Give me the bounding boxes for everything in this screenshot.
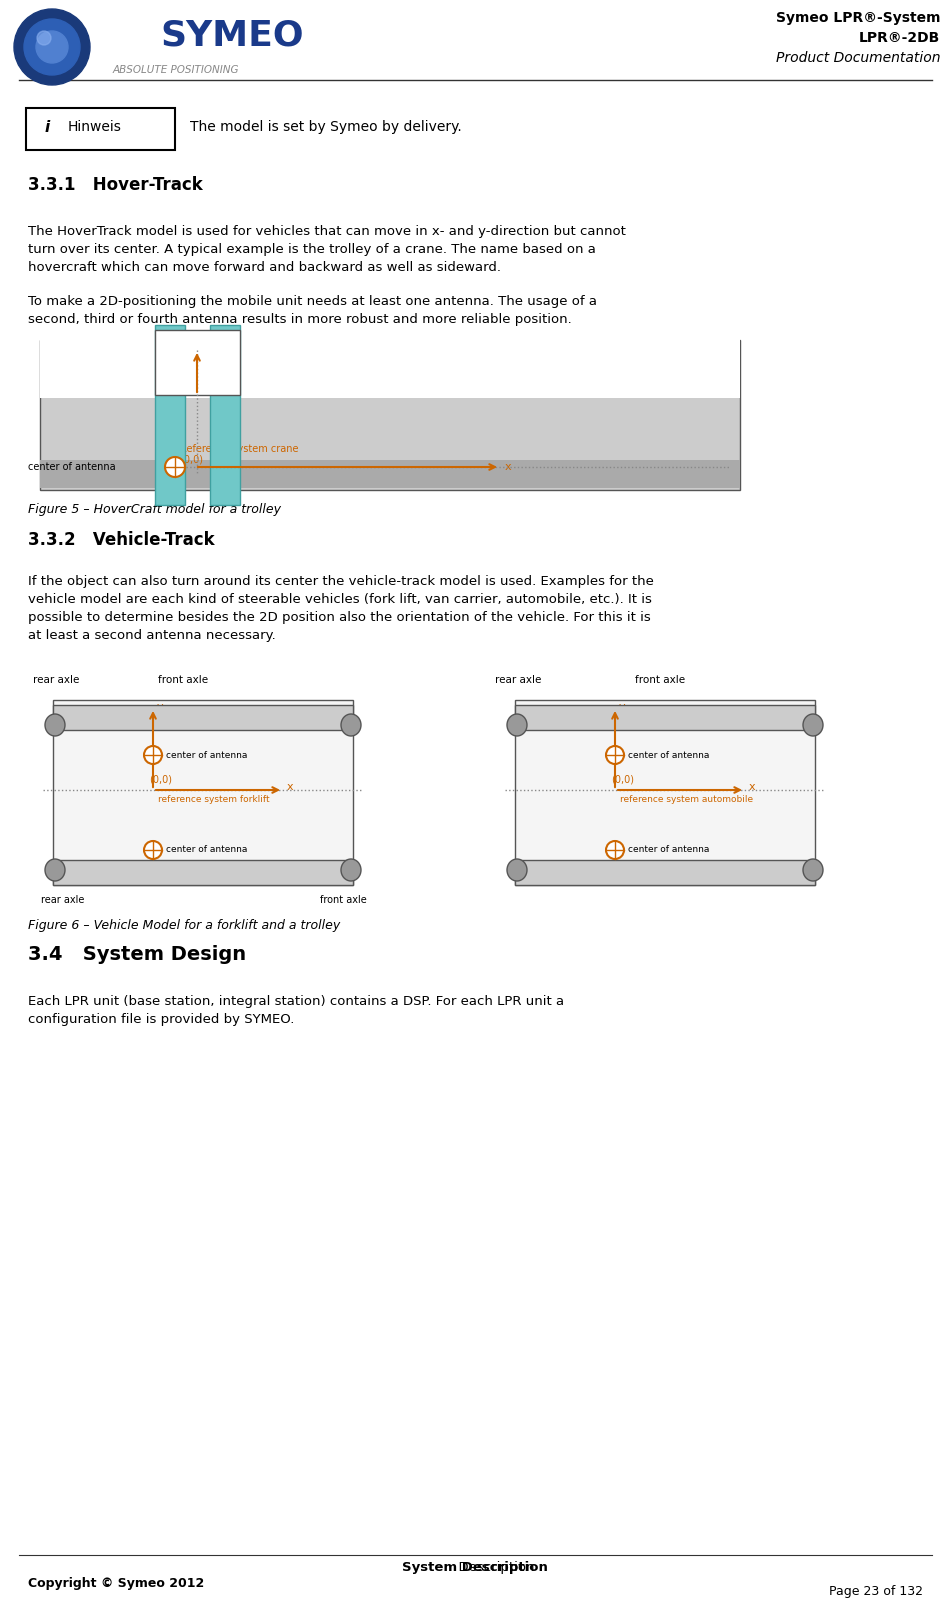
Circle shape xyxy=(606,841,624,860)
Text: Each LPR unit (base station, integral station) contains a DSP. For each LPR unit: Each LPR unit (base station, integral st… xyxy=(28,996,564,1026)
Text: (0,0): (0,0) xyxy=(180,454,203,463)
Bar xyxy=(40,342,740,371)
Bar xyxy=(40,460,740,487)
Circle shape xyxy=(36,30,68,62)
Ellipse shape xyxy=(45,860,65,880)
Bar xyxy=(515,860,815,885)
Circle shape xyxy=(24,19,80,75)
Text: center of antenna: center of antenna xyxy=(628,751,709,759)
Text: reference system forklift: reference system forklift xyxy=(158,796,270,804)
Bar xyxy=(40,340,740,491)
FancyBboxPatch shape xyxy=(26,109,175,150)
Text: SYMEO: SYMEO xyxy=(160,18,303,53)
Bar xyxy=(210,324,240,505)
Text: Figure 5 – HoverCraft model for a trolley: Figure 5 – HoverCraft model for a trolle… xyxy=(28,503,281,516)
Text: y: y xyxy=(202,350,208,360)
Text: center of antenna: center of antenna xyxy=(166,845,247,855)
Text: If the object can also turn around its center the vehicle-track model is used. E: If the object can also turn around its c… xyxy=(28,575,654,642)
Text: Symeo LPR®-System: Symeo LPR®-System xyxy=(775,11,940,26)
Bar xyxy=(155,331,240,395)
Text: rear axle: rear axle xyxy=(41,895,85,904)
Text: rear axle: rear axle xyxy=(33,674,79,686)
Text: ABSOLUTE POSITIONING: ABSOLUTE POSITIONING xyxy=(113,66,240,75)
Text: LPR®-2DB: LPR®-2DB xyxy=(859,30,940,45)
Circle shape xyxy=(14,10,90,85)
Text: front axle: front axle xyxy=(158,674,208,686)
Text: Copyright © Symeo 2012: Copyright © Symeo 2012 xyxy=(28,1577,204,1590)
Bar xyxy=(53,700,353,885)
Text: x: x xyxy=(749,781,756,793)
Ellipse shape xyxy=(803,860,823,880)
Text: x: x xyxy=(287,781,294,793)
Text: reference system automobile: reference system automobile xyxy=(620,796,753,804)
Text: Reference system crane: Reference system crane xyxy=(180,444,299,454)
Text: (0,0): (0,0) xyxy=(611,773,634,785)
Circle shape xyxy=(144,746,162,764)
Text: center of antenna: center of antenna xyxy=(166,751,247,759)
Text: front axle: front axle xyxy=(635,674,685,686)
Bar xyxy=(53,705,353,730)
Text: System Description: System Description xyxy=(402,1561,548,1574)
Text: 3.4   System Design: 3.4 System Design xyxy=(28,946,246,965)
Circle shape xyxy=(144,841,162,860)
Ellipse shape xyxy=(507,860,527,880)
Ellipse shape xyxy=(507,714,527,737)
Circle shape xyxy=(37,30,51,45)
Circle shape xyxy=(165,457,185,476)
Text: The model is set by Symeo by delivery.: The model is set by Symeo by delivery. xyxy=(190,120,462,134)
Text: 3.3.1   Hover-Track: 3.3.1 Hover-Track xyxy=(28,176,203,193)
Text: x: x xyxy=(505,462,512,471)
Bar xyxy=(53,860,353,885)
Text: center of antenna: center of antenna xyxy=(28,462,116,471)
Ellipse shape xyxy=(341,714,361,737)
Text: center of antenna: center of antenna xyxy=(628,845,709,855)
Ellipse shape xyxy=(45,714,65,737)
Text: To make a 2D-positioning the mobile unit needs at least one antenna. The usage o: To make a 2D-positioning the mobile unit… xyxy=(28,296,597,326)
Text: Description: Description xyxy=(416,1561,534,1574)
Text: front axle: front axle xyxy=(320,895,366,904)
Text: The HoverTrack model is used for vehicles that can move in x- and y-direction bu: The HoverTrack model is used for vehicle… xyxy=(28,225,626,273)
Bar xyxy=(155,324,185,505)
Text: y: y xyxy=(619,702,626,713)
Bar xyxy=(515,705,815,730)
Text: i: i xyxy=(45,120,50,134)
Text: Product Documentation: Product Documentation xyxy=(775,51,940,66)
Circle shape xyxy=(606,746,624,764)
Text: y: y xyxy=(157,702,164,713)
Text: (0,0): (0,0) xyxy=(149,773,172,785)
Text: 3.3.2   Vehicle-Track: 3.3.2 Vehicle-Track xyxy=(28,531,215,550)
Bar xyxy=(40,328,740,398)
Text: Hinweis: Hinweis xyxy=(68,120,122,134)
Bar xyxy=(515,700,815,885)
Text: Page 23 of 132: Page 23 of 132 xyxy=(829,1585,923,1598)
Text: Figure 6 – Vehicle Model for a forklift and a trolley: Figure 6 – Vehicle Model for a forklift … xyxy=(28,919,340,932)
Ellipse shape xyxy=(803,714,823,737)
Text: rear axle: rear axle xyxy=(495,674,541,686)
Ellipse shape xyxy=(341,860,361,880)
